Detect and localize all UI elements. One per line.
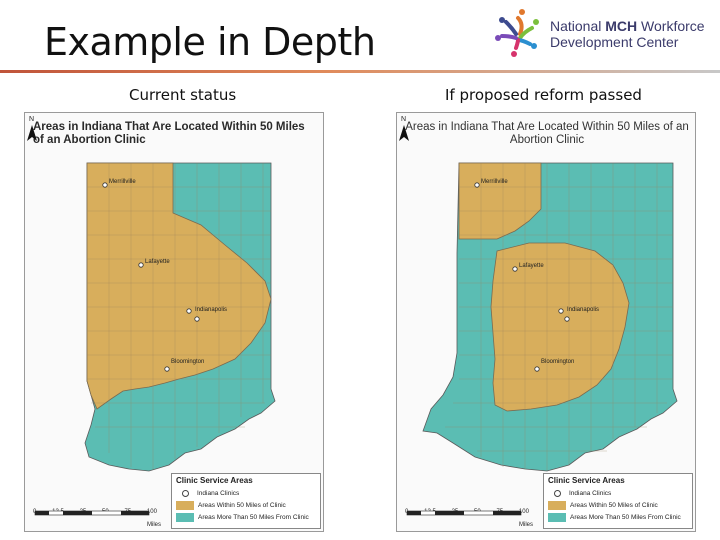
organization-logo: National MCH Workforce Development Cente… bbox=[488, 4, 720, 64]
legend-label: Areas Within 50 Miles of Clinic bbox=[198, 501, 286, 509]
swatch-beyond bbox=[548, 512, 566, 522]
indiana-map-current: Merrillville Lafayette Indianapolis Bloo… bbox=[84, 162, 276, 472]
logo-line1-prefix: National bbox=[550, 18, 606, 34]
slide-title: Example in Depth bbox=[44, 20, 376, 64]
clinic-marker-icon bbox=[182, 489, 189, 497]
city-label-indianapolis: Indianapolis bbox=[567, 307, 599, 313]
legend-item-clinics: Indiana Clinics bbox=[172, 487, 320, 499]
scale-tick: 0 bbox=[405, 509, 409, 515]
swatch-within bbox=[176, 500, 194, 510]
legend-label: Areas More Than 50 Miles From Clinic bbox=[570, 513, 681, 521]
indiana-map-proposed: Merrillville Lafayette Indianapolis Bloo… bbox=[422, 162, 678, 472]
scale-unit: Miles bbox=[519, 522, 534, 528]
city-label-bloomington: Bloomington bbox=[541, 359, 574, 365]
map-panel-proposed: Merrillville Lafayette Indianapolis Bloo… bbox=[396, 112, 696, 532]
scale-bar-graphic bbox=[34, 510, 150, 516]
legend-item-beyond: Areas More Than 50 Miles From Clinic bbox=[172, 511, 320, 523]
north-arrow-icon: N bbox=[399, 116, 409, 141]
north-label: N bbox=[29, 116, 34, 123]
north-arrow-icon: N bbox=[27, 116, 37, 141]
legend-item-beyond: Areas More Than 50 Miles From Clinic bbox=[544, 511, 692, 523]
legend-item-within: Areas Within 50 Miles of Clinic bbox=[172, 499, 320, 511]
swatch-beyond bbox=[176, 512, 194, 522]
city-label-merrillville: Merrillville bbox=[109, 179, 136, 185]
area-within-50-miles-central bbox=[490, 242, 630, 412]
legend-current: Clinic Service Areas Indiana Clinics Are… bbox=[171, 473, 321, 529]
logo-wordmark: National MCH Workforce Development Cente… bbox=[550, 18, 705, 50]
city-label-merrillville: Merrillville bbox=[481, 179, 508, 185]
logo-line1-suffix: Workforce bbox=[637, 18, 705, 34]
area-within-50-miles bbox=[86, 162, 272, 410]
logo-line2: Development Center bbox=[550, 34, 679, 50]
scale-tick: 100 bbox=[518, 509, 529, 515]
legend-item-within: Areas Within 50 Miles of Clinic bbox=[544, 499, 692, 511]
legend-item-clinics: Indiana Clinics bbox=[544, 487, 692, 499]
scale-bar-current: 0 12.5 25 50 75 100 Miles bbox=[33, 509, 163, 529]
legend-title: Clinic Service Areas bbox=[548, 476, 625, 485]
logo-line1-bold: MCH bbox=[605, 18, 638, 34]
caption-proposed-reform: If proposed reform passed bbox=[445, 86, 642, 104]
scale-tick: 0 bbox=[33, 509, 37, 515]
legend-title: Clinic Service Areas bbox=[176, 476, 253, 485]
swatch-within bbox=[548, 500, 566, 510]
title-rule bbox=[0, 70, 720, 73]
clinic-marker-icon bbox=[554, 489, 561, 497]
map-title-current: Areas in Indiana That Are Located Within… bbox=[33, 121, 305, 146]
city-label-bloomington: Bloomington bbox=[171, 359, 204, 365]
scale-tick: 100 bbox=[146, 509, 157, 515]
scale-bar-proposed: 0 12.5 25 50 75 100 Miles bbox=[405, 509, 535, 529]
map-title-proposed: Areas in Indiana That Are Located Within… bbox=[405, 121, 689, 146]
city-label-lafayette: Lafayette bbox=[519, 263, 544, 269]
legend-label: Areas Within 50 Miles of Clinic bbox=[570, 501, 658, 509]
legend-label: Areas More Than 50 Miles From Clinic bbox=[198, 513, 309, 521]
north-label: N bbox=[401, 116, 406, 123]
map-panel-current: Merrillville Lafayette Indianapolis Bloo… bbox=[24, 112, 324, 532]
city-label-lafayette: Lafayette bbox=[145, 259, 170, 265]
people-logo-icon bbox=[495, 9, 539, 57]
city-label-indianapolis: Indianapolis bbox=[195, 307, 227, 313]
scale-bar-graphic bbox=[406, 510, 522, 516]
caption-current-status: Current status bbox=[129, 86, 237, 104]
area-within-50-miles-north bbox=[458, 162, 542, 240]
legend-label: Indiana Clinics bbox=[569, 489, 612, 497]
legend-label: Indiana Clinics bbox=[197, 489, 240, 497]
legend-proposed: Clinic Service Areas Indiana Clinics Are… bbox=[543, 473, 693, 529]
scale-unit: Miles bbox=[147, 522, 162, 528]
